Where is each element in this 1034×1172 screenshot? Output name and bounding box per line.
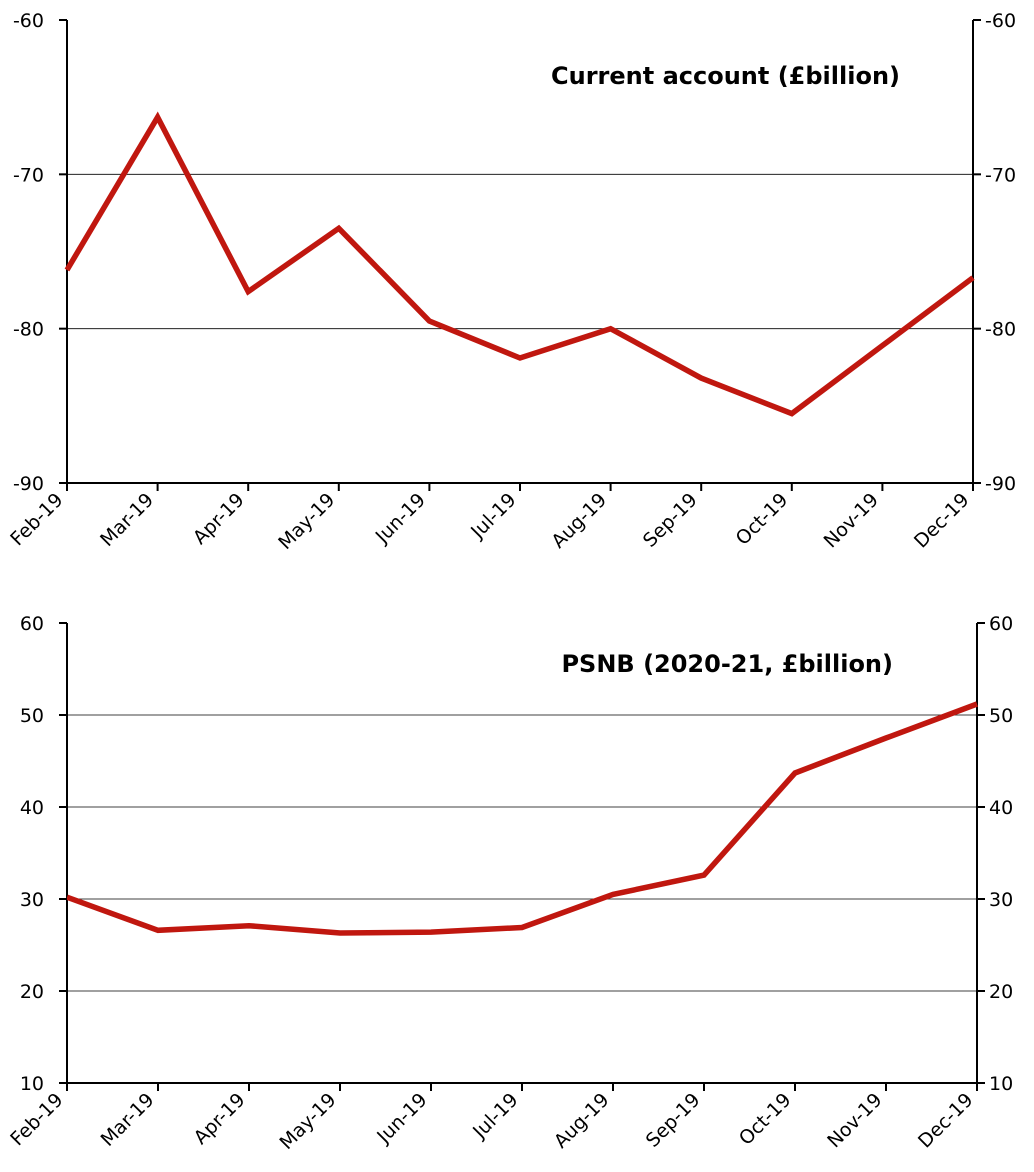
y-tick-label-left: 30 (20, 889, 44, 911)
y-tick-label-left: 50 (20, 705, 44, 727)
x-tick-label: Jun-19 (372, 1089, 431, 1148)
y-tick-label-right: 30 (989, 889, 1013, 911)
x-tick-label: Sep-19 (642, 1089, 705, 1152)
x-tick-label: May-19 (275, 1089, 340, 1154)
x-tick-label: Nov-19 (823, 1089, 886, 1152)
y-tick-label-left: -90 (13, 473, 44, 495)
y-tick-label-right: 50 (989, 705, 1013, 727)
x-tick-label: Aug-19 (547, 489, 611, 553)
x-tick-label: Oct-19 (735, 1089, 796, 1150)
x-tick-label: Feb-19 (6, 489, 67, 550)
x-tick-label: Feb-19 (6, 1089, 67, 1150)
series-line (64, 111, 975, 417)
y-tick-label-left: 40 (20, 797, 44, 819)
y-tick-label-right: 40 (989, 797, 1013, 819)
y-tick-label-right: -70 (985, 164, 1016, 186)
y-tick-label-left: -70 (13, 164, 44, 186)
y-tick-label-right: 20 (989, 981, 1013, 1003)
x-tick-label: Sep-19 (639, 489, 702, 552)
x-tick-label: Oct-19 (732, 489, 793, 550)
chart-title: PSNB (2020-21, £billion) (561, 650, 893, 678)
y-tick-label-left: -60 (13, 10, 44, 32)
y-tick-label-left: 60 (20, 613, 44, 635)
y-tick-label-right: -60 (985, 10, 1016, 32)
y-tick-label-left: -80 (13, 319, 44, 341)
y-tick-label-right: 10 (989, 1073, 1013, 1095)
y-tick-label-left: 10 (20, 1073, 44, 1095)
current-account-panel: Current account (£billion) -60 -60 -70 -70 -… (6, 10, 1016, 554)
chart-title: Current account (£billion) (551, 62, 900, 90)
y-tick-label-left: 20 (20, 981, 44, 1003)
x-tick-label: Dec-19 (914, 1089, 978, 1153)
y-tick-label-right: -90 (985, 473, 1016, 495)
x-tick-label: Apr-19 (190, 1089, 250, 1149)
x-tick-label: Mar-19 (97, 1089, 159, 1151)
x-tick-label: Jul-19 (466, 489, 520, 543)
x-tick-label: Jul-19 (468, 1089, 522, 1143)
x-tick-label: Jun-19 (371, 489, 430, 548)
y-tick-label-right: -80 (985, 319, 1016, 341)
x-tick-label: May-19 (274, 489, 339, 554)
x-tick-label: Aug-19 (550, 1089, 614, 1153)
psnb-panel: PSNB (2020-21, £billion) 60 60 50 50 40 40 30 3… (6, 613, 1013, 1154)
x-tick-label: Apr-19 (189, 489, 249, 549)
y-tick-label-right: 60 (989, 613, 1013, 635)
x-tick-label: Dec-19 (910, 489, 974, 553)
x-tick-label: Mar-19 (96, 489, 158, 551)
x-tick-label: Nov-19 (820, 489, 883, 552)
